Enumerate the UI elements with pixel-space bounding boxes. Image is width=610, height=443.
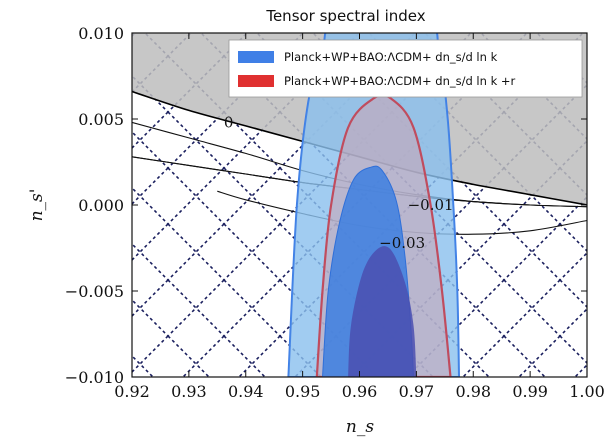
legend-swatch-red (238, 75, 274, 87)
x-tick-label: 0.95 (285, 382, 321, 401)
y-tick-label: −0.005 (65, 282, 124, 301)
x-tick-label: 0.97 (399, 382, 435, 401)
x-tick-label: 0.94 (228, 382, 264, 401)
x-tick-label: 0.98 (455, 382, 491, 401)
x-tick-label: 1.00 (569, 382, 605, 401)
y-tick-label: 0.005 (78, 110, 124, 129)
contour-labels: 0 −0.01 −0.03 (224, 114, 454, 252)
x-tick-label: 0.96 (342, 382, 378, 401)
contour-label: 0 (224, 114, 234, 132)
y-tick-label: −0.010 (65, 368, 124, 387)
x-axis-label: n_s (346, 417, 374, 437)
chart-title: Tensor spectral index (265, 7, 425, 25)
legend-label-red: Planck+WP+BAO:ΛCDM+ dn_s/d ln k +r (284, 74, 516, 88)
contour-label: −0.03 (379, 234, 425, 252)
confidence-regions (287, 33, 461, 377)
x-tick-label: 0.99 (512, 382, 548, 401)
legend-box (228, 39, 583, 98)
x-tick-label: 0.93 (171, 382, 207, 401)
y-axis-label: n_s' (27, 189, 47, 222)
x-tick-label: 0.92 (114, 382, 150, 401)
y-tick-label: 0.010 (78, 24, 124, 43)
legend-swatch-blue (238, 51, 274, 63)
red-inner-contour (348, 246, 417, 377)
x-axis-ticks: 0.92 0.93 0.94 0.95 0.96 0.97 0.98 0.99 1.00 (114, 33, 605, 401)
legend: Planck+WP+BAO:ΛCDM+ dn_s/d ln k Planck+W… (228, 39, 583, 98)
y-tick-label: 0.000 (78, 196, 124, 215)
contour-label: −0.01 (408, 196, 454, 214)
legend-label-blue: Planck+WP+BAO:ΛCDM+ dn_s/d ln k (284, 50, 498, 64)
